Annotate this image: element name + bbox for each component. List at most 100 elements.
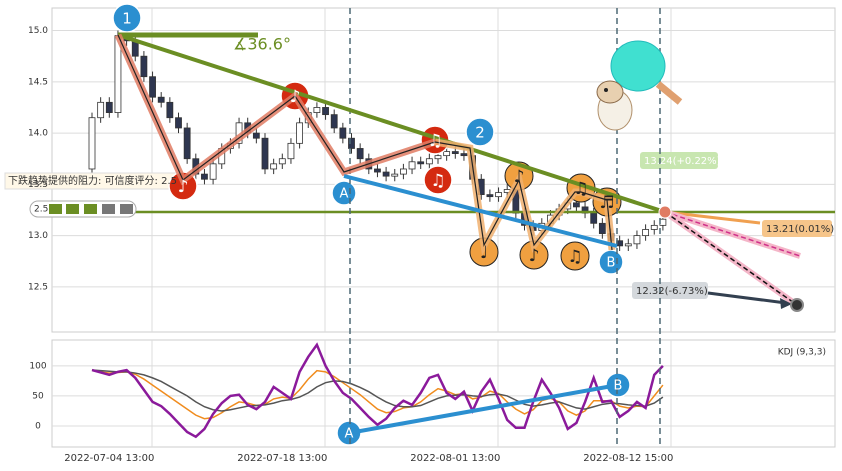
arrow-head [780,298,792,309]
badge-score: 2.5 [34,205,48,215]
forecast-ray [664,211,798,306]
candle-body [201,173,208,180]
candle-body [278,158,286,165]
marker-label: B [607,256,616,271]
candle-body [296,122,304,144]
candle-body [261,137,269,170]
mascot [596,40,683,131]
candle-body [157,96,165,103]
marker-label: ♬ [599,193,614,213]
forecast-label: 13.24(+0.22%) [644,156,721,167]
y-tick-label: 50 [32,391,44,401]
forecast-arrow [707,291,787,305]
candle-body [590,212,598,224]
label-box [632,282,708,299]
candle-body [97,101,105,119]
candle-body [270,163,278,170]
candle-body [399,168,407,175]
y-tick-label: 100 [29,361,46,371]
origin-dot [658,205,672,219]
y-tick-label: 13.5 [28,180,48,190]
marker-label: A [345,427,354,442]
pattern-orange-core [434,141,613,251]
label-box [640,152,718,169]
candle-body [339,127,347,139]
trend-line [117,33,666,214]
kdj-line [91,342,664,439]
y-tick-label: 13.0 [28,231,48,241]
pattern-red-core [117,34,436,181]
marker-label: ♫ [573,179,588,199]
marker [560,241,590,271]
marker-label: ♪ [514,167,525,187]
badge-icons [49,204,133,214]
candle-body [287,142,295,160]
kdj-line [91,369,664,412]
marker-label: ♫ [427,131,442,151]
marker-label: ♪ [290,87,301,107]
marker-label: B [614,379,623,394]
candle-body [322,107,329,116]
candle-body [642,229,649,237]
paddle [610,40,666,92]
forecast-label: 13.21(0.01%) [766,224,834,235]
paddle-handle [655,81,683,105]
candle-body [105,101,113,113]
marker-label: ♪ [178,177,189,197]
candle-body [495,192,502,198]
angle-label: ∡36.6° [233,35,291,54]
candle-body [434,155,442,160]
y-tick-label: 14.5 [28,77,48,87]
icon [49,204,62,214]
x-tick-label: 2022-08-12 15:00 [583,453,673,464]
dog-head [596,80,624,104]
forecast-label: 12.32(-6.73%) [636,286,708,297]
kdj-panel [51,339,836,448]
target-dot [790,298,804,312]
candle-body [451,151,459,154]
candle-body [166,101,174,119]
candle-body [425,158,433,165]
x-tick-label: 2022-08-01 13:00 [410,453,500,464]
candle-body [209,163,217,180]
icon [66,204,79,214]
marker-label: ♫ [567,247,582,267]
candle-body [391,173,399,177]
candle-body [183,127,191,160]
marker-label: ♫ [430,171,445,191]
candle-body [149,76,156,98]
candle-body [140,55,148,78]
candle-body [313,107,321,113]
candle-body [598,222,606,234]
candle-body [417,161,425,165]
candle-body [624,243,632,247]
resistance-note: 下跌趋势提供的阻力: 可信度评分: 2.5 [8,174,177,187]
label-box [762,220,832,237]
candle-body [460,153,468,157]
icon [120,204,133,214]
kdj-divergence [348,383,619,435]
marker-label: ♪ [529,246,540,266]
candle-body [382,171,390,177]
marker-label: 2 [475,124,485,142]
y-tick-label: 0 [35,421,41,431]
dog-eye [604,88,608,92]
marker-label: 1 [122,10,132,28]
candle-body [633,235,641,245]
marker [465,117,495,147]
candle-body [348,137,355,149]
y-tick-label: 15.0 [28,26,48,36]
support-trend [343,174,618,248]
candle-body [356,148,364,160]
candle-body [443,151,451,157]
forecast-ray [664,210,761,225]
marker [112,3,142,33]
x-tick-label: 2022-07-04 13:00 [64,453,154,464]
candle-body [374,168,381,173]
kdj-title: KDJ (9,3,3) [778,348,826,358]
candle-body [486,194,494,198]
overlays [114,8,804,447]
icon [102,204,115,214]
